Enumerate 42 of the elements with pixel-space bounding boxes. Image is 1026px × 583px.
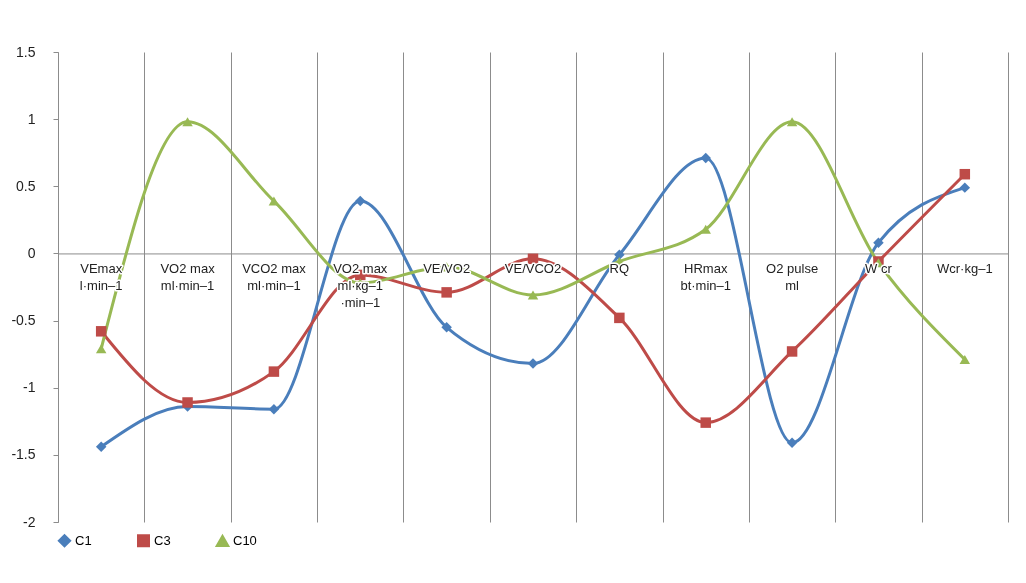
point <box>355 195 366 207</box>
x-tick-label: VE/VCO2 <box>504 261 562 277</box>
point <box>441 322 452 333</box>
legend-label: C3 <box>154 532 171 548</box>
x-tick-label: VE/VO2 <box>423 261 471 277</box>
x-tick-label: RQ <box>609 261 630 277</box>
y-tick-label: 0.5 <box>16 177 36 194</box>
point <box>441 287 452 298</box>
point <box>527 290 539 300</box>
point <box>959 168 971 180</box>
legend-label: C1 <box>75 532 92 548</box>
x-tick-label: VO2 max ml·min–1 <box>160 261 216 294</box>
y-tick-label: -1 <box>23 379 36 396</box>
x-tick-label: O2 pulse ml <box>766 261 819 294</box>
y-tick-label: -2 <box>23 513 36 530</box>
point <box>786 346 798 357</box>
point <box>95 344 107 354</box>
point <box>268 403 280 415</box>
point <box>786 117 798 127</box>
point <box>873 237 884 248</box>
point <box>95 326 107 337</box>
x-tick-label: VCO2 max ml·min–1 <box>242 261 307 294</box>
point <box>182 117 193 127</box>
point <box>268 366 280 377</box>
point <box>700 417 711 428</box>
point <box>959 182 971 193</box>
point <box>182 397 193 408</box>
point <box>786 437 798 449</box>
point <box>700 152 711 164</box>
point <box>700 224 711 234</box>
point <box>614 312 625 324</box>
point <box>95 441 107 453</box>
point <box>959 354 971 365</box>
y-tick-label: 1.5 <box>16 43 36 60</box>
y-tick-label: 0 <box>27 244 36 261</box>
x-tick-label: HRmax bt·min–1 <box>680 261 732 294</box>
point <box>527 358 539 369</box>
y-tick-label: -0.5 <box>11 312 36 329</box>
y-tick-label: -1.5 <box>11 446 36 463</box>
x-tick-label: Wcr·kg–1 <box>937 261 993 277</box>
legend-label: C10 <box>233 533 257 549</box>
y-tick-label: 1 <box>27 110 36 127</box>
